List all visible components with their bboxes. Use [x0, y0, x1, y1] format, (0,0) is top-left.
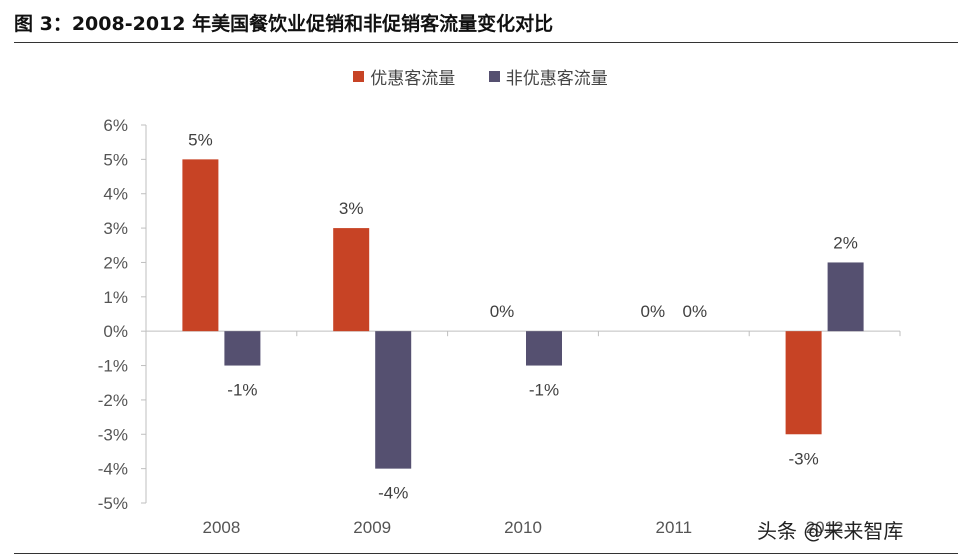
figure-title: 图 3：2008-2012 年美国餐饮业促销和非促销客流量变化对比: [14, 13, 554, 35]
y-tick-label: 0%: [103, 322, 128, 341]
data-label-non-promo: -4%: [378, 484, 408, 503]
y-tick-label: 6%: [103, 116, 128, 135]
x-category-label: 2012: [806, 518, 844, 537]
data-label-promo: -3%: [788, 449, 818, 468]
y-tick-label: -4%: [98, 460, 128, 479]
y-tick-label: -1%: [98, 357, 128, 376]
legend-item-promo: 优惠客流量: [353, 64, 455, 89]
y-tick-label: -5%: [98, 494, 128, 513]
y-tick-label: -3%: [98, 425, 128, 444]
data-label-promo: 0%: [490, 302, 515, 321]
data-label-non-promo: 0%: [683, 302, 708, 321]
data-label-promo: 3%: [339, 199, 364, 218]
y-tick-label: 4%: [103, 185, 128, 204]
watermark: 头条 @未来智库: [757, 519, 904, 543]
bar-non-promo: [375, 331, 412, 469]
legend-item-non-promo: 非优惠客流量: [488, 64, 608, 89]
data-label-promo: 5%: [188, 130, 213, 149]
x-category-label: 2011: [656, 518, 693, 537]
y-tick-label: 1%: [103, 288, 128, 307]
legend-label-non-promo: 非优惠客流量: [505, 69, 608, 89]
data-label-non-promo: -1%: [227, 381, 257, 400]
bar-non-promo: [827, 262, 864, 332]
legend-label-promo: 优惠客流量: [370, 69, 456, 89]
bar-non-promo: [224, 331, 261, 366]
y-tick-label: 3%: [103, 219, 128, 238]
x-category-label: 2009: [353, 518, 391, 537]
legend-swatch-promo: [353, 71, 365, 82]
title-rule: [14, 42, 958, 43]
data-label-promo: 0%: [641, 302, 666, 321]
x-category-label: 2008: [202, 518, 240, 537]
data-label-non-promo: -1%: [529, 381, 559, 400]
y-tick-label: -2%: [98, 391, 128, 410]
legend-swatch-non-promo: [488, 71, 500, 82]
bar-promo: [785, 331, 822, 435]
bottom-rule: [14, 553, 958, 554]
chart-legend: 优惠客流量 非优惠客流量: [0, 64, 961, 89]
x-category-label: 2010: [504, 518, 542, 537]
data-label-non-promo: 2%: [833, 233, 858, 252]
bar-promo: [182, 159, 219, 332]
y-tick-label: 5%: [103, 150, 128, 169]
bar-non-promo: [526, 331, 562, 366]
y-tick-label: 2%: [103, 253, 128, 272]
bar-promo: [333, 228, 370, 332]
